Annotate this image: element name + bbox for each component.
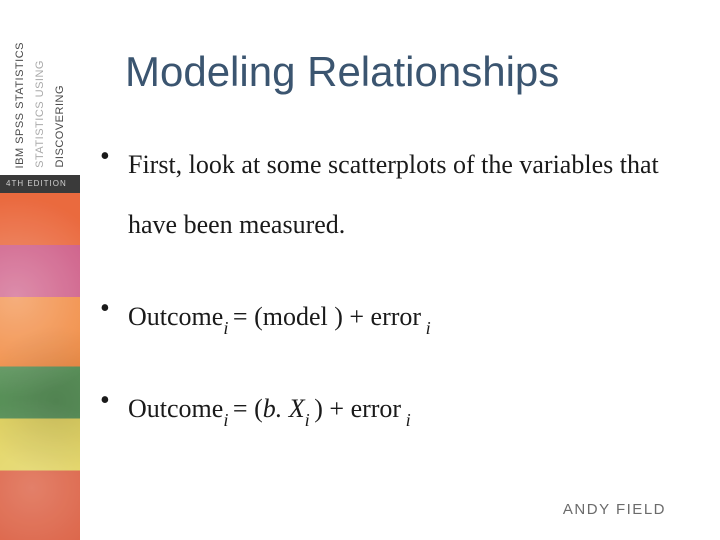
book-title-line-2: STATISTICS USING — [34, 60, 46, 168]
edition-label: 4TH EDITION — [0, 175, 80, 193]
book-title-line-3: IBM SPSS STATISTICS — [14, 42, 26, 168]
bullet-item: • Outcomei = (b. Xi ) + error i — [100, 379, 660, 439]
bullet-list: • First, look at some scatterplots of th… — [100, 135, 660, 471]
book-cover-sidebar: DISCOVERING STATISTICS USING IBM SPSS ST… — [0, 0, 80, 540]
bullet-item: • First, look at some scatterplots of th… — [100, 135, 660, 255]
equation-text: Outcomei = (model ) + error i — [128, 287, 431, 347]
bullet-text: First, look at some scatterplots of the … — [128, 135, 660, 255]
bullet-item: • Outcomei = (model ) + error i — [100, 287, 660, 347]
slide-title: Modeling Relationships — [125, 48, 559, 96]
cover-art — [0, 193, 80, 540]
book-title-line-1: DISCOVERING — [54, 85, 66, 168]
bullet-marker: • — [100, 135, 128, 180]
bullet-marker: • — [100, 379, 128, 424]
book-title-block: DISCOVERING STATISTICS USING IBM SPSS ST… — [0, 0, 80, 175]
bullet-marker: • — [100, 287, 128, 332]
author-name: ANDY FIELD — [563, 501, 666, 518]
equation-text: Outcomei = (b. Xi ) + error i — [128, 379, 411, 439]
